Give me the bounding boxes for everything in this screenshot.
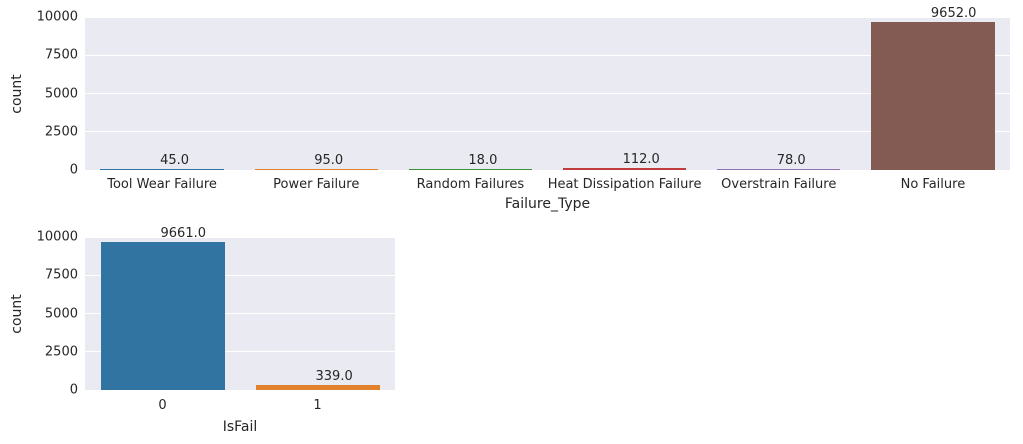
bar-tool-wear-failure (100, 169, 224, 170)
y-tick-label: 5000 (44, 306, 78, 321)
y-tick-label: 2500 (44, 344, 78, 360)
gridline-5000 (85, 93, 1010, 94)
gridline-7500 (85, 54, 1010, 56)
bar-random-failures (408, 169, 533, 170)
failure-type-x-axis-label: Failure_Type (504, 196, 591, 212)
x-tick-label: Overstrain Failure (721, 177, 837, 192)
bar-0 (100, 242, 225, 390)
gridline-7500 (85, 274, 395, 276)
failure-type-y-axis-label: count (9, 73, 25, 114)
y-tick-label: 0 (69, 382, 78, 398)
bar-1 (255, 385, 380, 390)
gridline-10000 (85, 236, 395, 238)
bar-overstrain-failure (717, 169, 841, 170)
bar-value-label: 339.0 (315, 369, 353, 384)
bar-value-label: 45.0 (160, 153, 190, 168)
y-tick-label: 10000 (36, 9, 78, 25)
isfail-y-axis-label: count (9, 293, 25, 334)
gridline-2500 (85, 131, 1010, 133)
x-tick-label: Tool Wear Failure (107, 177, 217, 192)
bar-heat-dissipation-failure (562, 168, 687, 170)
bar-value-label: 95.0 (314, 153, 344, 168)
y-tick-label: 5000 (44, 86, 78, 101)
x-tick-label: Heat Dissipation Failure (547, 177, 702, 192)
y-tick-label: 0 (69, 162, 78, 178)
gridline-0 (85, 169, 1010, 171)
bar-no-failure (871, 22, 995, 170)
x-tick-label: Power Failure (273, 177, 360, 192)
x-tick-label: No Failure (900, 177, 966, 192)
x-tick-label: Random Failures (416, 177, 525, 192)
bar-value-label: 112.0 (622, 152, 660, 167)
gridline-10000 (85, 16, 1010, 18)
y-tick-label: 7500 (44, 47, 78, 63)
x-tick-label: 1 (313, 398, 322, 413)
bar-value-label: 9661.0 (160, 226, 207, 241)
gridline-2500 (85, 351, 395, 353)
y-tick-label: 2500 (44, 124, 78, 140)
bar-value-label: 78.0 (776, 153, 806, 168)
y-tick-label: 10000 (36, 229, 78, 245)
bar-value-label: 18.0 (468, 153, 498, 168)
gridline-5000 (85, 313, 395, 314)
isfail-x-axis-label: IsFail (222, 419, 258, 435)
x-tick-label: 0 (158, 398, 167, 413)
y-tick-label: 7500 (44, 267, 78, 283)
gridline-0 (85, 389, 395, 391)
bar-power-failure (254, 169, 378, 170)
bar-value-label: 9652.0 (930, 6, 977, 21)
